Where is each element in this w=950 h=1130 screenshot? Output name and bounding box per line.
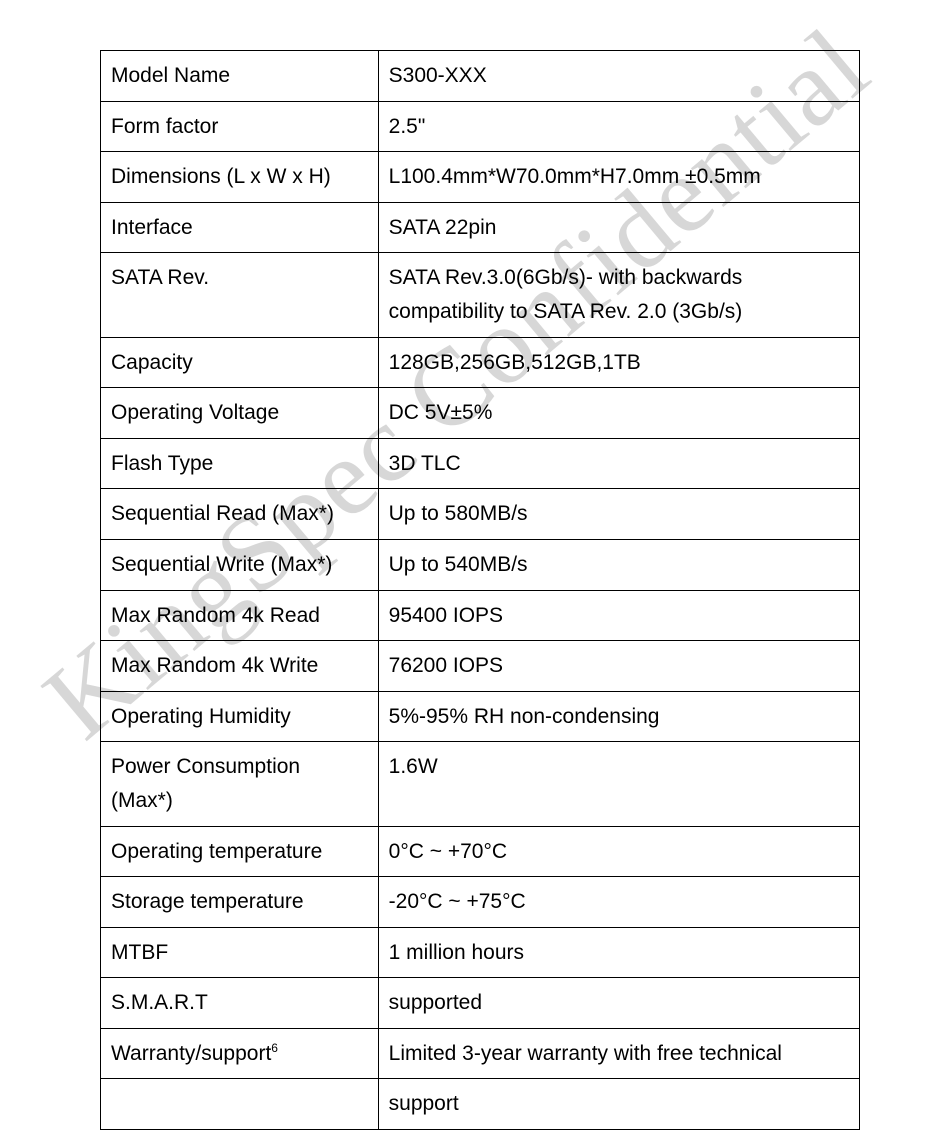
spec-label: Interface [101,202,379,253]
spec-value: Limited 3-year warranty with free techni… [378,1028,859,1079]
spec-label: Max Random 4k Write [101,641,379,692]
spec-label: Max Random 4k Read [101,590,379,641]
spec-label: Storage temperature [101,877,379,928]
spec-label: S.M.A.R.T [101,978,379,1029]
table-row: Flash Type3D TLC [101,438,860,489]
spec-table-body: Model NameS300-XXXForm factor2.5"Dimensi… [101,51,860,1130]
spec-label: Model Name [101,51,379,102]
spec-value: L100.4mm*W70.0mm*H7.0mm ±0.5mm [378,152,859,203]
table-row: Dimensions (L x W x H)L100.4mm*W70.0mm*H… [101,152,860,203]
spec-value: S300-XXX [378,51,859,102]
spec-label: Operating temperature [101,826,379,877]
table-row: Sequential Read (Max*)Up to 580MB/s [101,489,860,540]
spec-value: 128GB,256GB,512GB,1TB [378,337,859,388]
spec-value: SATA Rev.3.0(6Gb/s)- with backwards comp… [378,253,859,337]
spec-label: SATA Rev. [101,253,379,337]
spec-label: Power Consumption (Max*) [101,742,379,826]
table-row: SATA Rev.SATA Rev.3.0(6Gb/s)- with backw… [101,253,860,337]
table-row: MTBF1 million hours [101,927,860,978]
table-row: Max Random 4k Write76200 IOPS [101,641,860,692]
spec-label: Dimensions (L x W x H) [101,152,379,203]
spec-value: support [378,1079,859,1130]
table-row: Warranty/support6Limited 3-year warranty… [101,1028,860,1079]
spec-value: 0°C ~ +70°C [378,826,859,877]
spec-value: 76200 IOPS [378,641,859,692]
spec-label: Sequential Write (Max*) [101,539,379,590]
spec-label: Sequential Read (Max*) [101,489,379,540]
spec-value: 2.5" [378,101,859,152]
spec-label: Operating Humidity [101,691,379,742]
table-row: Operating temperature0°C ~ +70°C [101,826,860,877]
spec-value: DC 5V±5% [378,388,859,439]
table-row: InterfaceSATA 22pin [101,202,860,253]
spec-value: 1.6W [378,742,859,826]
table-row: S.M.A.R.T supported [101,978,860,1029]
spec-value: -20°C ~ +75°C [378,877,859,928]
spec-label: Capacity [101,337,379,388]
spec-value: Up to 580MB/s [378,489,859,540]
table-row: Capacity128GB,256GB,512GB,1TB [101,337,860,388]
table-row: Operating VoltageDC 5V±5% [101,388,860,439]
table-row: Form factor2.5" [101,101,860,152]
spec-label: Flash Type [101,438,379,489]
table-row: Max Random 4k Read95400 IOPS [101,590,860,641]
spec-value: 1 million hours [378,927,859,978]
table-row: Operating Humidity5%-95% RH non-condensi… [101,691,860,742]
spec-value: 95400 IOPS [378,590,859,641]
spec-label: Warranty/support6 [101,1028,379,1079]
spec-label [101,1079,379,1130]
spec-value: 5%-95% RH non-condensing [378,691,859,742]
page-container: KingSpec Confidential Model NameS300-XXX… [0,0,950,952]
spec-value: supported [378,978,859,1029]
spec-value: SATA 22pin [378,202,859,253]
table-row: Sequential Write (Max*)Up to 540MB/s [101,539,860,590]
table-row: Model NameS300-XXX [101,51,860,102]
table-row: support [101,1079,860,1130]
spec-value: Up to 540MB/s [378,539,859,590]
spec-label: Form factor [101,101,379,152]
specifications-table: Model NameS300-XXXForm factor2.5"Dimensi… [100,50,860,1130]
table-row: Storage temperature-20°C ~ +75°C [101,877,860,928]
spec-label-superscript: 6 [271,1041,278,1055]
spec-value: 3D TLC [378,438,859,489]
spec-label: MTBF [101,927,379,978]
table-row: Power Consumption (Max*)1.6W [101,742,860,826]
spec-label: Operating Voltage [101,388,379,439]
